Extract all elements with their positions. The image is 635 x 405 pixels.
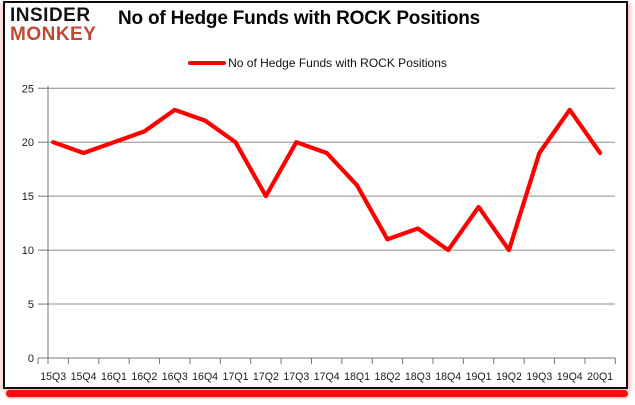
x-tick-label: 20Q1 [587, 371, 613, 383]
x-tick-label: 16Q3 [162, 371, 188, 383]
chart-title: No of Hedge Funds with ROCK Positions [118, 8, 481, 29]
x-tick-label: 19Q1 [466, 371, 492, 383]
x-tick-label: 17Q4 [314, 371, 340, 383]
x-tick-label: 16Q4 [192, 371, 218, 383]
y-tick-label: 0 [28, 353, 34, 365]
y-tick-label: 15 [22, 191, 34, 203]
x-tick-label: 17Q1 [223, 371, 249, 383]
x-tick-label: 15Q3 [40, 371, 66, 383]
y-tick-label: 5 [28, 299, 34, 311]
y-tick-label: 10 [22, 245, 34, 257]
brand-accent-bar [6, 390, 628, 397]
x-tick-label: 19Q4 [557, 371, 583, 383]
y-tick-label: 20 [22, 137, 34, 149]
x-tick-label: 17Q2 [253, 371, 279, 383]
x-tick-label: 19Q2 [496, 371, 522, 383]
insider-monkey-logo: INSIDER MONKEY [10, 5, 97, 45]
y-tick-label: 25 [22, 83, 34, 95]
x-tick-label: 18Q3 [405, 371, 431, 383]
x-tick-label: 19Q3 [526, 371, 552, 383]
logo-text-monkey: MONKEY [10, 23, 97, 45]
x-tick-label: 18Q4 [435, 371, 461, 383]
logo-text-insider: INSIDER [10, 5, 91, 26]
legend: No of Hedge Funds with ROCK Positions [0, 56, 635, 70]
x-tick-label: 16Q1 [101, 371, 127, 383]
x-tick-label: 16Q2 [131, 371, 157, 383]
x-tick-label: 15Q4 [71, 371, 97, 383]
series-line [51, 107, 603, 253]
legend-label: No of Hedge Funds with ROCK Positions [228, 56, 447, 70]
chart-panel [3, 1, 628, 389]
x-tick-label: 18Q1 [344, 371, 370, 383]
x-tick-label: 17Q3 [283, 371, 309, 383]
legend-line-swatch [188, 61, 227, 65]
x-tick-label: 18Q2 [374, 371, 400, 383]
